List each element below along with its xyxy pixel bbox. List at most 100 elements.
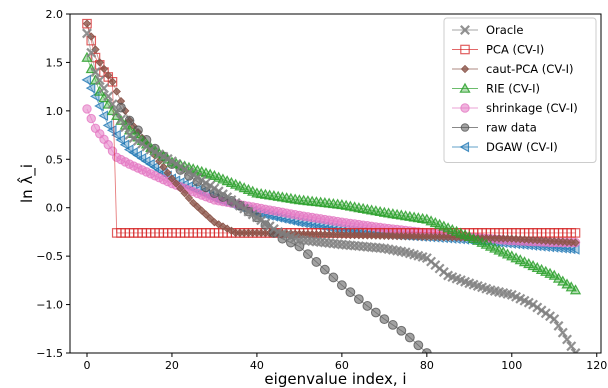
legend-item: caut-PCA (CV-I) — [452, 62, 574, 76]
data-point — [210, 218, 219, 227]
data-point — [94, 100, 104, 112]
data-point — [82, 19, 92, 28]
data-point — [176, 184, 185, 193]
data-point — [103, 140, 113, 150]
series-caut-pca-cv-i — [82, 19, 580, 247]
data-point — [108, 77, 117, 86]
legend-box — [443, 17, 597, 163]
legend-item: Oracle — [452, 23, 523, 37]
legend-item: raw data — [452, 121, 537, 135]
x-axis: 0 20 40 60 80 100 120 — [83, 353, 607, 372]
data-point — [90, 67, 101, 78]
x-tick-label: 20 — [165, 359, 179, 372]
data-point — [172, 179, 181, 188]
data-point — [180, 189, 189, 198]
data-point — [99, 64, 109, 74]
data-point — [460, 123, 470, 132]
y-tick-label: 0.5 — [46, 153, 64, 166]
data-point — [81, 51, 93, 62]
data-point — [460, 44, 470, 55]
data-point — [189, 198, 198, 208]
data-point — [362, 301, 373, 311]
y-tick-label: 1.0 — [46, 105, 64, 118]
data-point — [396, 325, 407, 336]
data-point — [460, 64, 470, 74]
x-tick-label: 60 — [335, 359, 349, 372]
data-point — [566, 341, 577, 352]
data-point — [379, 314, 390, 325]
legend-label: Oracle — [486, 23, 523, 37]
legend-label: caut-PCA (CV-I) — [486, 62, 574, 76]
x-tick-label: 120 — [586, 359, 607, 372]
x-tick-label: 40 — [250, 359, 264, 372]
data-point — [115, 134, 126, 146]
data-point — [328, 272, 339, 283]
data-point — [94, 75, 105, 86]
x-tick-label: 0 — [83, 359, 90, 372]
data-point — [167, 174, 177, 183]
data-point — [104, 71, 113, 80]
data-point — [302, 249, 313, 260]
y-tick-label: 1.5 — [46, 56, 64, 69]
data-point — [95, 58, 104, 67]
data-point — [460, 103, 470, 113]
y-axis: −1.5 −1.0 −0.5 0.0 0.5 1.0 1.5 2.0 — [36, 8, 70, 360]
data-point — [193, 202, 202, 211]
data-point — [82, 104, 92, 114]
data-point — [111, 106, 122, 117]
data-point — [201, 210, 211, 219]
data-point — [107, 76, 118, 87]
data-point — [319, 264, 330, 275]
data-point — [99, 83, 109, 94]
data-point — [345, 287, 356, 298]
data-point — [459, 82, 471, 93]
data-point — [115, 114, 126, 125]
legend-item: RIE (CV-I) — [452, 82, 540, 96]
legend-label: shrinkage (CV-I) — [486, 101, 578, 115]
legend: Oracle PCA (CV-I) caut-PCA (CV-I) RIE (CV-I… — [443, 17, 597, 163]
legend-label: PCA (CV-I) — [486, 43, 544, 57]
data-point — [404, 332, 415, 343]
y-tick-label: −1.5 — [36, 347, 63, 360]
x-tick-label: 100 — [501, 359, 522, 372]
legend-label: raw data — [486, 121, 537, 135]
data-point — [103, 91, 114, 102]
data-point — [571, 238, 580, 247]
data-point — [460, 25, 470, 35]
data-point — [184, 193, 194, 203]
data-point — [570, 228, 581, 238]
data-point — [102, 120, 113, 131]
data-point — [570, 348, 581, 353]
data-point — [549, 314, 560, 325]
data-point — [370, 307, 381, 318]
data-point — [120, 122, 131, 133]
data-point — [81, 74, 92, 86]
data-point — [86, 47, 97, 58]
data-point — [197, 206, 206, 215]
data-point — [85, 82, 96, 94]
data-point — [553, 320, 564, 331]
y-tick-label: −1.0 — [36, 299, 63, 312]
data-point — [86, 113, 96, 124]
data-point — [421, 348, 432, 353]
data-point — [82, 18, 92, 29]
data-point — [163, 168, 172, 178]
data-point — [562, 334, 572, 345]
y-tick-label: −0.5 — [36, 250, 63, 263]
data-point — [112, 87, 121, 96]
data-point — [413, 340, 424, 351]
data-point — [98, 110, 109, 122]
data-point — [569, 284, 582, 295]
data-point — [353, 294, 364, 305]
data-point — [336, 280, 347, 291]
legend-label: DGAW (CV-I) — [486, 140, 558, 154]
x-tick-label: 80 — [420, 359, 434, 372]
legend-item: PCA (CV-I) — [452, 43, 544, 57]
series-layer — [81, 18, 582, 353]
legend-label: RIE (CV-I) — [486, 82, 540, 96]
data-point — [82, 28, 92, 39]
y-axis-title: ln λ̂_i — [16, 164, 37, 203]
data-point — [206, 214, 215, 223]
data-point — [218, 222, 228, 231]
